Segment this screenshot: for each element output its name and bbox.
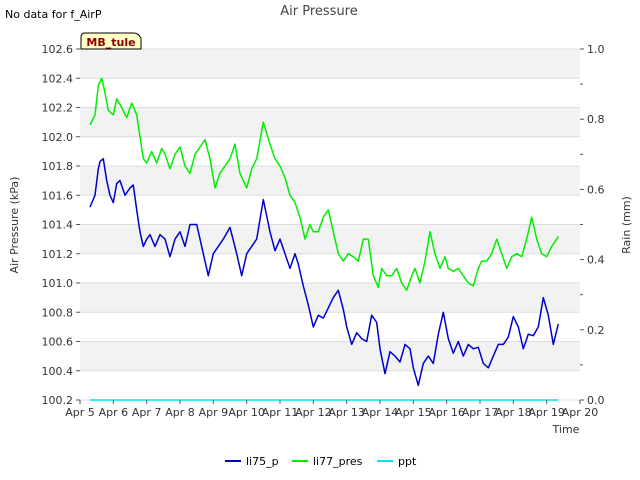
y-axis: 100.2 100.4 100.6 100.8 101.0 101.2 101.4 101.6… — [42, 43, 80, 407]
series-line-li77_pres — [89, 77, 559, 292]
y2-tick-label: 0.6 — [587, 183, 605, 196]
legend-label-li77_pres: li77_pres — [313, 455, 363, 468]
grid-band — [80, 224, 580, 254]
grid-band — [80, 283, 580, 313]
grid-band — [80, 341, 580, 371]
y2-tick-label: 0.2 — [587, 324, 605, 337]
no-data-note: No data for f_AirP — [5, 8, 102, 21]
y-tick-label: 101.6 — [42, 189, 74, 202]
y-tick-label: 102.0 — [42, 131, 74, 144]
y-axis-label: Air Pressure (kPa) — [8, 177, 21, 274]
y2-axis: 0.0 0.2 0.4 0.6 0.8 1.0 — [580, 43, 605, 407]
x-tick-label: Apr 7 — [132, 406, 162, 419]
y2-axis-label: Rain (mm) — [620, 196, 633, 254]
y-tick-label: 101.0 — [42, 277, 74, 290]
x-tick-label: Apr 18 — [495, 406, 532, 419]
grid-band — [80, 107, 580, 137]
x-tick-label: Apr 9 — [199, 406, 229, 419]
y-tick-label: 102.6 — [42, 43, 74, 56]
legend-label-ppt: ppt — [398, 455, 417, 468]
y-tick-label: 100.6 — [42, 336, 74, 349]
station-badge: MB_tule — [80, 32, 142, 50]
y2-tick-label: 0.0 — [587, 394, 605, 407]
x-tick-label: Apr 14 — [362, 406, 399, 419]
x-tick-label: Apr 16 — [428, 406, 465, 419]
y-tick-label: 102.2 — [42, 102, 74, 115]
x-tick-label: Apr 20 — [562, 406, 599, 419]
y2-tick-label: 1.0 — [587, 43, 605, 56]
x-tick-label: Apr 10 — [228, 406, 265, 419]
x-axis-label: Time — [552, 423, 580, 436]
station-badge-text: MB_tule — [86, 36, 135, 49]
y-tick-label: 100.8 — [42, 306, 74, 319]
x-tick-label: Apr 6 — [99, 406, 129, 419]
y-tick-label: 101.2 — [42, 248, 74, 261]
y-tick-label: 102.4 — [42, 72, 74, 85]
y-tick-label: 100.2 — [42, 394, 74, 407]
grid-band — [80, 49, 580, 79]
y-tick-label: 100.4 — [42, 365, 74, 378]
x-tick-label: Apr 5 — [65, 406, 95, 419]
legend: li75_p li77_pres ppt — [225, 455, 417, 468]
y2-tick-label: 0.4 — [587, 254, 605, 267]
series-line-li75_p — [89, 157, 560, 387]
y-tick-label: 101.8 — [42, 160, 74, 173]
x-tick-label: Apr 17 — [462, 406, 499, 419]
x-tick-label: Apr 19 — [528, 406, 565, 419]
x-tick-label: Apr 11 — [262, 406, 299, 419]
grid-band — [80, 166, 580, 196]
y2-tick-label: 0.8 — [587, 113, 605, 126]
x-tick-label: Apr 15 — [395, 406, 432, 419]
chart-title: Air Pressure — [280, 4, 358, 19]
x-tick-label: Apr 12 — [295, 406, 332, 419]
x-tick-label: Apr 13 — [328, 406, 365, 419]
legend-label-li75_p: li75_p — [246, 455, 279, 468]
x-tick-label: Apr 8 — [165, 406, 195, 419]
y-tick-label: 101.4 — [42, 219, 74, 232]
